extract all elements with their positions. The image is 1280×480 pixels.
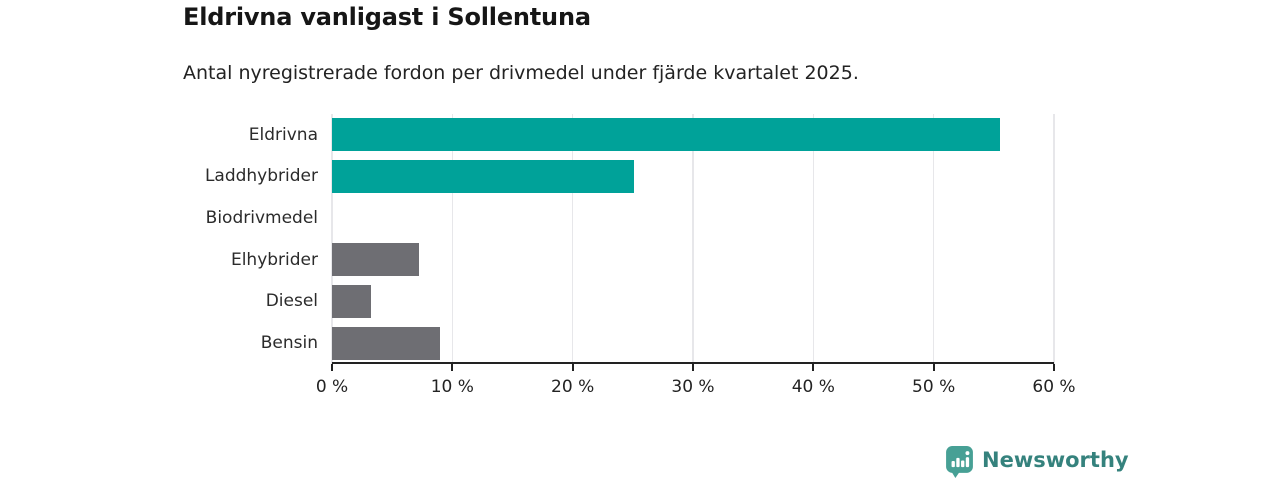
bar-row bbox=[332, 322, 1054, 364]
bar-group bbox=[332, 114, 1054, 364]
category-label: Eldrivna bbox=[248, 124, 318, 145]
bar-eldrivna bbox=[332, 118, 1000, 152]
bar-elhybrider bbox=[332, 243, 419, 277]
gridline bbox=[331, 114, 333, 364]
gridline bbox=[451, 114, 454, 364]
chart-subtitle: Antal nyregistrerade fordon per drivmede… bbox=[183, 62, 859, 84]
chart-title: Eldrivna vanligast i Sollentuna bbox=[183, 3, 591, 31]
category-label: Elhybrider bbox=[230, 249, 318, 270]
axis-tick-label: 40 % bbox=[791, 377, 835, 397]
x-axis-line bbox=[332, 362, 1054, 364]
axis-tick bbox=[812, 364, 815, 371]
bar-row bbox=[332, 239, 1054, 281]
bar-laddhybrider bbox=[332, 159, 635, 193]
category-label: Diesel bbox=[265, 291, 318, 312]
bar-diesel bbox=[332, 284, 371, 318]
gridline bbox=[571, 114, 574, 364]
axis-tick bbox=[932, 364, 935, 371]
axis-tick-label: 0 % bbox=[315, 377, 349, 397]
axis-tick-label: 10 % bbox=[430, 377, 474, 397]
category-axis: Eldrivna Laddhybrider Biodrivmedel Elhybrid… bbox=[100, 114, 318, 364]
bar-row bbox=[332, 114, 1054, 156]
newsworthy-logo[interactable]: Newsworthy bbox=[946, 446, 1129, 478]
gridline bbox=[1053, 114, 1055, 364]
category-label: Biodrivmedel bbox=[205, 208, 318, 229]
axis-tick bbox=[571, 364, 574, 371]
gridline bbox=[692, 114, 694, 364]
gridline bbox=[932, 114, 935, 364]
bar-row bbox=[332, 156, 1054, 198]
plot-area: 0 % 10 % 20 % 30 % 40 % 50 % 60 % bbox=[316, 114, 1076, 397]
axis-tick-label: 60 % bbox=[1032, 377, 1076, 397]
category-label: Bensin bbox=[260, 333, 318, 354]
newsworthy-bar-chart-bubble-icon bbox=[946, 446, 973, 478]
gridline bbox=[812, 114, 815, 364]
axis-tick-label: 50 % bbox=[912, 377, 956, 397]
axis-tick bbox=[1053, 364, 1055, 371]
axis-tick-label: 30 % bbox=[671, 377, 715, 397]
axis-tick bbox=[451, 364, 454, 371]
axis-tick bbox=[331, 364, 333, 371]
axis-tick bbox=[692, 364, 694, 371]
category-label: Laddhybrider bbox=[204, 166, 318, 187]
bar-row bbox=[332, 197, 1054, 239]
bar-row bbox=[332, 281, 1054, 323]
newsworthy-logo-text: Newsworthy bbox=[982, 448, 1129, 472]
bar-bensin bbox=[332, 326, 441, 360]
axis-tick-label: 20 % bbox=[551, 377, 595, 397]
